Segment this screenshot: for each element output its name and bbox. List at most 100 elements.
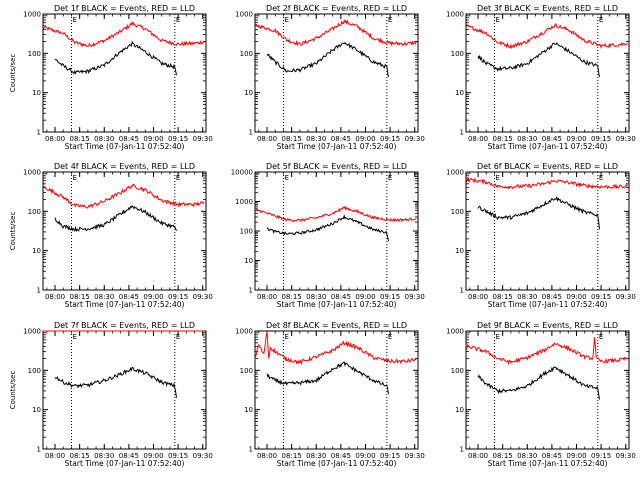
y-tick-label: 100: [240, 50, 253, 58]
x-tick-label: 09:30: [405, 135, 425, 143]
x-tick-label: 08:30: [94, 135, 114, 143]
series-lld-line: [465, 177, 628, 190]
x-tick-label: 09:00: [143, 452, 163, 460]
time-marker-label: E: [599, 174, 603, 182]
y-tick-label: 100: [451, 367, 464, 375]
x-tick-label: 09:30: [616, 452, 636, 460]
time-marker-label: E: [72, 174, 76, 182]
time-marker-label: E: [284, 16, 288, 24]
x-tick-label: 08:30: [517, 452, 537, 460]
x-tick-label: 08:15: [282, 135, 302, 143]
x-tick-label: 08:15: [493, 452, 513, 460]
x-tick-label: 08:30: [94, 452, 114, 460]
x-axis-label: Start Time (07-Jan-11 07:52:40): [277, 142, 397, 151]
y-tick-label: 10: [32, 89, 41, 97]
series-events-line: [477, 42, 600, 78]
x-tick-label: 08:30: [517, 293, 537, 301]
y-tick-label: 10000: [231, 169, 253, 177]
x-tick-label: 08:15: [493, 135, 513, 143]
x-tick-label: 09:00: [566, 452, 586, 460]
series-lld-line: [42, 183, 205, 209]
y-tick-label: 1: [37, 287, 41, 295]
series-events-line: [477, 366, 600, 400]
panel-4: Det 4f BLACK = Events, RED = LLD 1 10 100 10…: [9, 162, 213, 309]
panel-title: Det 5f BLACK = Events, RED = LLD: [266, 162, 407, 171]
panel-title: Det 4f BLACK = Events, RED = LLD: [54, 162, 195, 171]
x-axis-label: Start Time (07-Jan-11 07:52:40): [65, 142, 185, 151]
panel-6: Det 6f BLACK = Events, RED = LLD 1 10 100 10…: [446, 162, 636, 309]
x-tick-label: 09:00: [566, 293, 586, 301]
x-axis-label: Start Time (07-Jan-11 07:52:40): [488, 300, 608, 309]
series-lld-line: [465, 23, 628, 50]
x-tick-label: 09:15: [168, 293, 188, 301]
time-marker-label: E: [495, 333, 499, 341]
x-tick-label: 08:00: [468, 293, 488, 301]
time-marker-label: E: [72, 333, 76, 341]
y-tick-label: 1000: [235, 328, 253, 336]
x-tick-label: 09:00: [143, 293, 163, 301]
series-lld-line: [465, 337, 628, 366]
y-tick-label: 1: [460, 129, 464, 137]
x-tick-label: 09:30: [616, 293, 636, 301]
x-tick-label: 08:45: [331, 293, 351, 301]
x-tick-label: 08:45: [331, 135, 351, 143]
x-tick-label: 09:30: [405, 452, 425, 460]
y-tick-label: 100: [28, 367, 41, 375]
series-events-line: [266, 214, 389, 242]
x-tick-label: 08:15: [282, 293, 302, 301]
series-lld-line: [254, 331, 417, 365]
y-tick-label: 100: [28, 208, 41, 216]
x-tick-label: 09:15: [168, 135, 188, 143]
x-tick-label: 09:30: [193, 293, 213, 301]
x-axis-label: Start Time (07-Jan-11 07:52:40): [65, 459, 185, 468]
y-tick-label: 1: [249, 129, 253, 137]
time-marker-label: E: [388, 174, 392, 182]
time-marker-label: E: [599, 16, 603, 24]
plot-frame: [465, 171, 630, 291]
y-tick-label: 10: [32, 247, 41, 255]
series-lld-line: [42, 20, 205, 48]
y-tick-label: 10: [32, 406, 41, 414]
y-tick-label: 1000: [446, 328, 464, 336]
x-axis-label: Start Time (07-Jan-11 07:52:40): [488, 459, 608, 468]
x-tick-label: 08:45: [119, 293, 139, 301]
x-tick-label: 08:00: [45, 293, 65, 301]
panel-1: Det 1f BLACK = Events, RED = LLD 1 10 100 10…: [9, 4, 213, 151]
time-marker-label: E: [284, 174, 288, 182]
series-lld-line: [254, 205, 417, 223]
x-tick-label: 09:00: [566, 135, 586, 143]
plot-frame: [254, 330, 419, 450]
x-tick-label: 08:00: [257, 135, 277, 143]
plot-frame: [42, 171, 207, 291]
panel-title: Det 9f BLACK = Events, RED = LLD: [477, 321, 618, 330]
time-marker-label: E: [599, 333, 603, 341]
x-tick-label: 09:15: [591, 135, 611, 143]
y-tick-label: 10: [244, 406, 253, 414]
panel-title: Det 2f BLACK = Events, RED = LLD: [266, 4, 407, 13]
y-tick-label: 10: [244, 257, 253, 265]
time-marker-label: E: [495, 174, 499, 182]
x-tick-label: 09:30: [193, 452, 213, 460]
y-tick-label: 10: [244, 89, 253, 97]
x-tick-label: 08:00: [45, 452, 65, 460]
y-tick-label: 1000: [23, 169, 41, 177]
x-tick-label: 08:45: [542, 452, 562, 460]
x-tick-label: 08:15: [70, 135, 90, 143]
y-tick-label: 100: [240, 228, 253, 236]
x-axis-label: Start Time (07-Jan-11 07:52:40): [277, 300, 397, 309]
series-events-line: [54, 40, 177, 76]
y-tick-label: 1000: [235, 198, 253, 206]
y-tick-label: 1000: [446, 169, 464, 177]
x-tick-label: 08:45: [119, 135, 139, 143]
y-axis-label: Counts/sec: [9, 371, 17, 410]
series-events-line: [266, 361, 389, 395]
x-tick-label: 08:30: [306, 452, 326, 460]
series-events-line: [266, 42, 389, 78]
time-marker-label: E: [176, 333, 180, 341]
x-tick-label: 08:15: [282, 452, 302, 460]
plot-frame: [254, 13, 419, 133]
y-tick-label: 1: [37, 446, 41, 454]
x-tick-label: 08:00: [45, 135, 65, 143]
panel-title: Det 6f BLACK = Events, RED = LLD: [477, 162, 618, 171]
